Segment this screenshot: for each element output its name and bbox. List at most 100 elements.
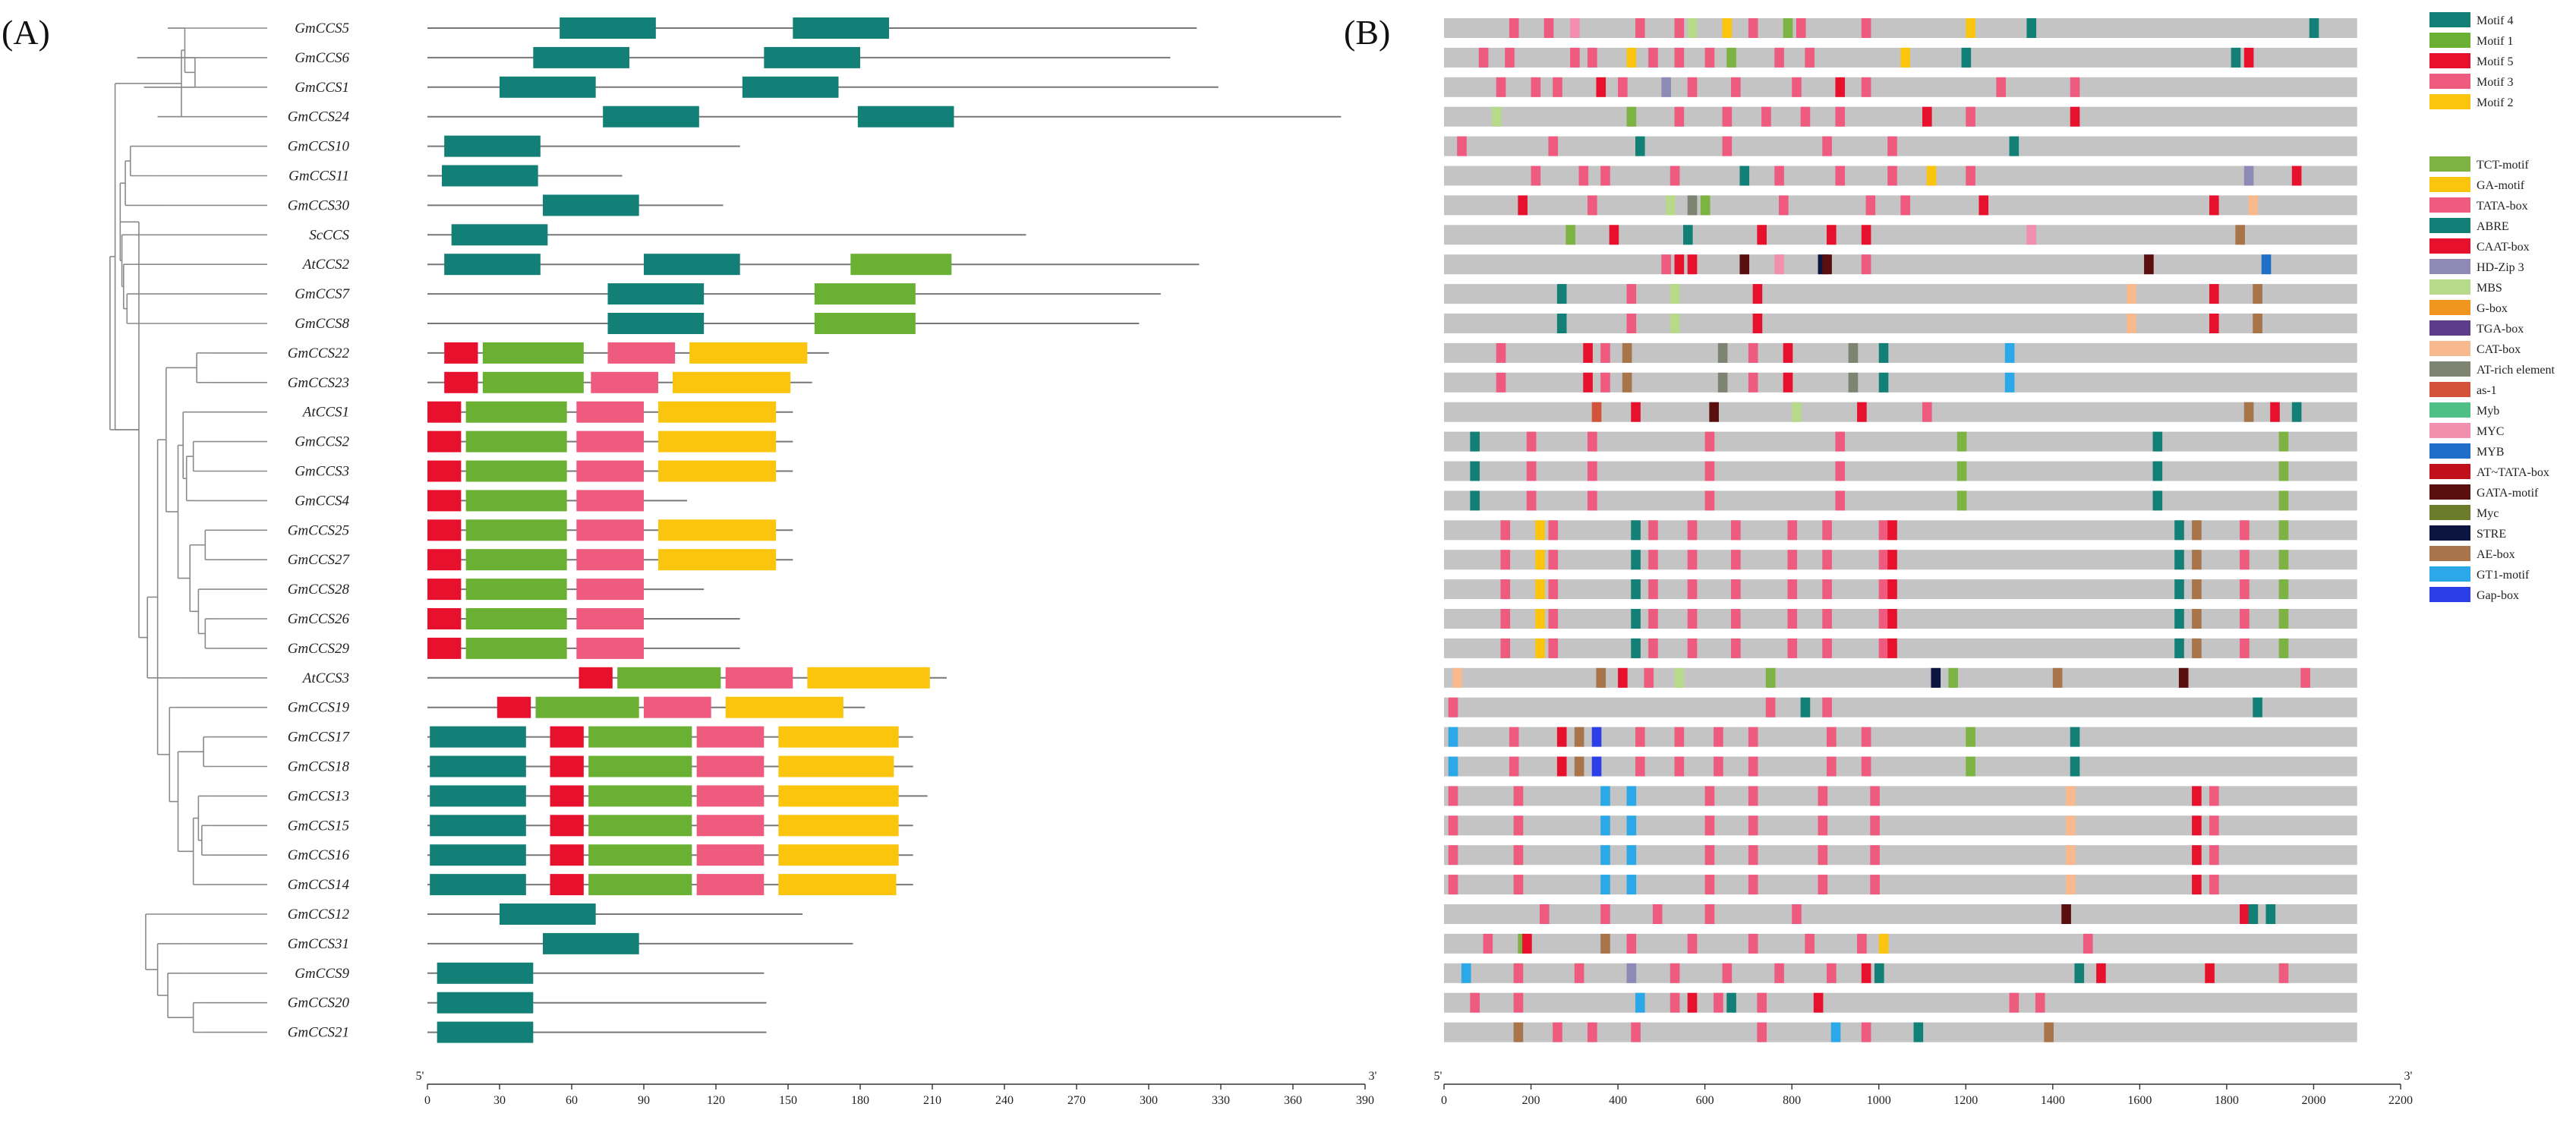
cis-element bbox=[1900, 195, 1910, 216]
cis-element bbox=[1518, 195, 1528, 216]
cis-element bbox=[1478, 47, 1489, 68]
cis-element bbox=[2074, 963, 2085, 983]
cis-element bbox=[2174, 550, 2184, 570]
cis-element bbox=[1626, 875, 1637, 895]
cis-element bbox=[1966, 727, 1975, 747]
cis-element bbox=[1500, 579, 1511, 600]
motif-box bbox=[696, 844, 765, 866]
cis-element bbox=[1556, 756, 1567, 777]
cis-element bbox=[2096, 963, 2106, 983]
motif-legend: Motif 4 Motif 1 Motif 5 Motif 3 Motif 2 bbox=[2429, 12, 2513, 109]
cis-element bbox=[1805, 933, 1815, 954]
cis-element bbox=[2209, 875, 2219, 895]
cis-element bbox=[1861, 77, 1871, 97]
cis-element bbox=[1631, 609, 1641, 629]
cis-element bbox=[1448, 786, 1458, 806]
tick-label: 1600 bbox=[2127, 1094, 2152, 1107]
motif-box bbox=[742, 76, 839, 98]
motif-box bbox=[778, 785, 899, 807]
cis-element bbox=[1635, 136, 1645, 156]
motif-box bbox=[588, 844, 692, 866]
cis-element bbox=[1717, 372, 1728, 393]
promoter-bar bbox=[1444, 786, 2357, 806]
motif-box bbox=[430, 755, 526, 777]
axis-end-label: 5' bbox=[1434, 1070, 1442, 1083]
cis-element bbox=[2066, 815, 2076, 836]
gene-label: GmCCS18 bbox=[288, 759, 350, 775]
motif-box bbox=[588, 785, 692, 807]
promoter-bar bbox=[1444, 225, 2357, 245]
legend-label: MYC bbox=[2477, 425, 2504, 438]
cis-element bbox=[1500, 520, 1511, 541]
cis-element bbox=[1822, 254, 1832, 275]
cis-element bbox=[1748, 342, 1758, 363]
cis-element bbox=[1714, 992, 1723, 1013]
cis-element bbox=[1591, 756, 1602, 777]
cis-element bbox=[2209, 284, 2219, 304]
cis-element bbox=[1878, 520, 1889, 541]
cis-element bbox=[1588, 461, 1597, 481]
cis-element bbox=[1631, 638, 1641, 658]
motif-box bbox=[807, 667, 930, 689]
cis-element bbox=[2240, 550, 2250, 570]
gene-label: AtCCS1 bbox=[301, 405, 349, 421]
cis-element bbox=[1827, 963, 1837, 983]
cis-element bbox=[1591, 727, 1602, 747]
cis-element bbox=[1704, 815, 1715, 836]
cis-element bbox=[2300, 667, 2310, 688]
motif-box bbox=[607, 342, 676, 364]
gene-label: GmCCS11 bbox=[288, 169, 349, 184]
tick-label: 120 bbox=[707, 1094, 725, 1107]
cis-element bbox=[1818, 815, 1828, 836]
tick-label: 200 bbox=[1522, 1094, 1540, 1107]
promoter-bar bbox=[1444, 18, 2357, 38]
cis-element bbox=[1588, 195, 1597, 216]
cis-element bbox=[1492, 106, 1502, 127]
cis-element bbox=[2192, 786, 2202, 806]
legend-label: CAAT-box bbox=[2477, 241, 2530, 254]
cis-element bbox=[1565, 225, 1575, 245]
cis-element bbox=[1979, 195, 1989, 216]
legend-label: AE-box bbox=[2477, 548, 2515, 561]
cis-element bbox=[1787, 609, 1798, 629]
motif-box bbox=[588, 874, 692, 896]
motif-box bbox=[427, 401, 462, 423]
cis-element bbox=[2278, 550, 2289, 570]
legend-swatch bbox=[2429, 53, 2470, 68]
cis-element bbox=[1704, 461, 1715, 481]
cis-element bbox=[2278, 963, 2289, 983]
cis-element bbox=[1626, 845, 1637, 866]
cis-element bbox=[1500, 638, 1511, 658]
cis-element bbox=[1626, 815, 1637, 836]
cis-element bbox=[1913, 1022, 1924, 1042]
cis-element bbox=[1822, 520, 1832, 541]
cis-element bbox=[1956, 431, 1967, 452]
cis-element bbox=[1470, 490, 1480, 511]
cis-element bbox=[1600, 786, 1610, 806]
tick-label: 0 bbox=[1441, 1094, 1447, 1107]
cis-element bbox=[1674, 106, 1685, 127]
promoter-bar bbox=[1444, 845, 2357, 866]
promoter-bar bbox=[1444, 520, 2357, 541]
cis-element bbox=[1622, 372, 1632, 393]
legend-swatch bbox=[2429, 566, 2470, 582]
cis-element bbox=[1783, 18, 1793, 38]
gene-label: GmCCS7 bbox=[295, 286, 350, 302]
motif-box bbox=[579, 667, 613, 689]
motif-box bbox=[550, 874, 584, 896]
cis-element bbox=[1739, 166, 1750, 186]
cis-element bbox=[1926, 166, 1937, 186]
cis-element bbox=[1448, 875, 1458, 895]
cis-element bbox=[1857, 402, 1867, 422]
cis-element bbox=[1626, 106, 1637, 127]
cis-element bbox=[1600, 342, 1610, 363]
legend-label: Motif 1 bbox=[2477, 35, 2513, 48]
cis-element bbox=[1887, 136, 1897, 156]
promoter-bar bbox=[1444, 1022, 2357, 1042]
legend-label: AT~TATA-box bbox=[2477, 466, 2549, 479]
cis-element bbox=[1792, 904, 1802, 924]
cis-element bbox=[1470, 461, 1480, 481]
cis-element bbox=[1822, 550, 1832, 570]
cis-element bbox=[2291, 402, 2302, 422]
